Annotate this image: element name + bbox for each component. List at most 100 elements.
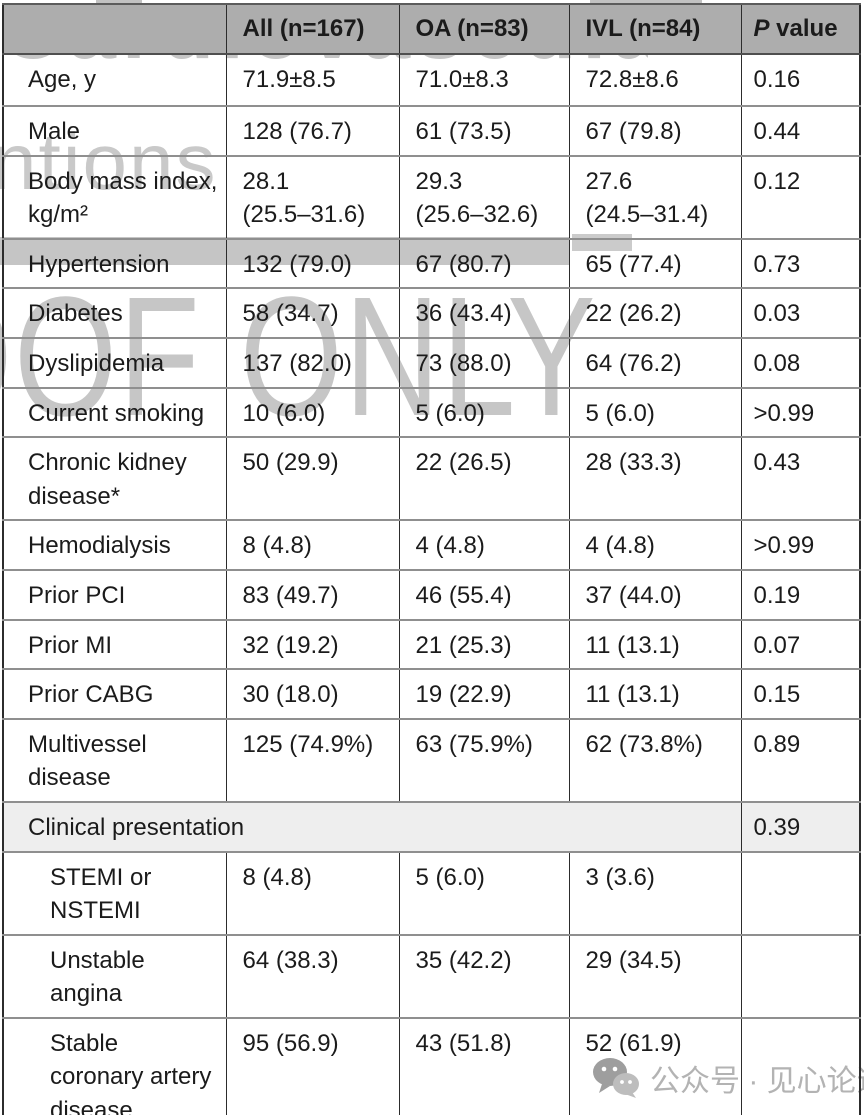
cell-all: 28.1 (25.5–31.6) (225, 154, 399, 239)
row-label: Dyslipidemia (2, 336, 226, 388)
cell-ivl: 72.8±8.6 (568, 53, 741, 106)
cell-ivl: 5 (6.0) (568, 386, 741, 438)
table-row: Stable coronary artery disease 95 (56.9) 4… (2, 1016, 860, 1115)
cell-oa: 35 (42.2) (398, 933, 569, 1018)
table-row: Hypertension 132 (79.0) 67 (80.7) 65 (77.4)… (2, 237, 860, 289)
row-label: Unstable angina (2, 933, 226, 1018)
row-label: Stable coronary artery disease (2, 1016, 226, 1115)
column-header-all: All (n=167) (225, 3, 399, 55)
column-header-oa: OA (n=83) (398, 3, 569, 55)
cell-oa: 46 (55.4) (398, 568, 569, 620)
cell-ivl: 37 (44.0) (568, 568, 741, 620)
row-label: Diabetes (2, 287, 226, 338)
header-row: All (n=167) OA (n=83) IVL (n=84) P value (2, 3, 860, 55)
cell-all: 132 (79.0) (225, 237, 399, 289)
table-row: Diabetes 58 (34.7) 36 (43.4) 22 (26.2) 0.03 (2, 287, 860, 338)
table-row: Multivessel disease 125 (74.9%) 63 (75.9%)… (2, 717, 860, 802)
cell-all: 128 (76.7) (225, 105, 399, 156)
row-label: Hemodialysis (2, 519, 226, 570)
baseline-characteristics-table: All (n=167) OA (n=83) IVL (n=84) P value… (2, 3, 861, 1115)
cell-pvalue: 0.07 (740, 618, 860, 670)
cell-pvalue: 0.89 (740, 717, 860, 802)
cell-oa: 71.0±8.3 (398, 53, 569, 106)
cell-pvalue: >0.99 (740, 386, 860, 438)
cell-oa: 21 (25.3) (398, 618, 569, 670)
cell-ivl: 64 (76.2) (568, 336, 741, 388)
cell-ivl: 3 (3.6) (568, 850, 741, 935)
watermark-fragment (96, 0, 142, 4)
row-label: Hypertension (2, 237, 226, 289)
row-label: Prior PCI (2, 568, 226, 620)
table-row: Male 128 (76.7) 61 (73.5) 67 (79.8) 0.44 (2, 105, 860, 156)
cell-oa: 29.3 (25.6–32.6) (398, 154, 569, 239)
cell-oa: 22 (26.5) (398, 436, 569, 521)
row-label: Male (2, 105, 226, 156)
row-label: Chronic kidney disease* (2, 436, 226, 521)
cell-ivl: 11 (13.1) (568, 618, 741, 670)
cell-pvalue: 0.15 (740, 668, 860, 719)
cell-oa: 5 (6.0) (398, 386, 569, 438)
cell-all: 125 (74.9%) (225, 717, 399, 802)
cell-pvalue: 0.43 (740, 436, 860, 521)
cell-ivl: 4 (4.8) (568, 519, 741, 570)
table-row: Prior PCI 83 (49.7) 46 (55.4) 37 (44.0) 0.19 (2, 568, 860, 620)
table-row: Age, y 71.9±8.5 71.0±8.3 72.8±8.6 0.16 (2, 53, 860, 106)
cell-all: 30 (18.0) (225, 668, 399, 719)
cell-ivl: 62 (73.8%) (568, 717, 741, 802)
pvalue-italic-p: P (753, 15, 770, 43)
cell-oa: 5 (6.0) (398, 850, 569, 935)
cell-pvalue (740, 1016, 860, 1115)
table-row: Unstable angina 64 (38.3) 35 (42.2) 29 (34.… (2, 933, 860, 1018)
row-label: STEMI or NSTEMI (2, 850, 226, 935)
cell-oa: 73 (88.0) (398, 336, 569, 388)
cell-all: 95 (56.9) (225, 1016, 399, 1115)
cell-all: 8 (4.8) (225, 850, 399, 935)
cell-ivl: 29 (34.5) (568, 933, 741, 1018)
cell-all: 71.9±8.5 (225, 53, 399, 106)
cell-pvalue (740, 933, 860, 1018)
table-row: Dyslipidemia 137 (82.0) 73 (88.0) 64 (76.2)… (2, 336, 860, 388)
column-header-pvalue: P value (740, 3, 860, 55)
cell-ivl: 11 (13.1) (568, 668, 741, 719)
cell-all: 10 (6.0) (225, 386, 399, 438)
table-row: STEMI or NSTEMI 8 (4.8) 5 (6.0) 3 (3.6) (2, 850, 860, 935)
cell-pvalue: 0.03 (740, 287, 860, 338)
table-row: Prior MI 32 (19.2) 21 (25.3) 11 (13.1) 0.07 (2, 618, 860, 670)
table-row: Body mass index, kg/m² 28.1 (25.5–31.6) 29… (2, 154, 860, 239)
cell-all: 58 (34.7) (225, 287, 399, 338)
cell-pvalue (740, 850, 860, 935)
cell-pvalue: 0.44 (740, 105, 860, 156)
cell-all: 137 (82.0) (225, 336, 399, 388)
cell-oa: 4 (4.8) (398, 519, 569, 570)
cell-pvalue: 0.73 (740, 237, 860, 289)
column-header-ivl: IVL (n=84) (568, 3, 741, 55)
cell-pvalue: 0.08 (740, 336, 860, 388)
cell-all: 83 (49.7) (225, 568, 399, 620)
cell-ivl: 27.6 (24.5–31.4) (568, 154, 741, 239)
row-label: Prior CABG (2, 668, 226, 719)
row-label: Prior MI (2, 618, 226, 670)
cell-oa: 36 (43.4) (398, 287, 569, 338)
cell-oa: 63 (75.9%) (398, 717, 569, 802)
cell-all: 8 (4.8) (225, 519, 399, 570)
column-header-empty (2, 3, 226, 55)
cell-ivl: 52 (61.9) (568, 1016, 741, 1115)
watermark-fragment (590, 0, 702, 5)
cell-all: 64 (38.3) (225, 933, 399, 1018)
cell-ivl: 22 (26.2) (568, 287, 741, 338)
cell-pvalue: 0.19 (740, 568, 860, 620)
row-label: Body mass index, kg/m² (2, 154, 226, 239)
row-label: Current smoking (2, 386, 226, 438)
cell-ivl: 65 (77.4) (568, 237, 741, 289)
table-row: Prior CABG 30 (18.0) 19 (22.9) 11 (13.1) 0.1… (2, 668, 860, 719)
row-label: Clinical presentation (2, 800, 741, 852)
cell-ivl: 67 (79.8) (568, 105, 741, 156)
cell-oa: 43 (51.8) (398, 1016, 569, 1115)
cell-pvalue: 0.12 (740, 154, 860, 239)
cell-oa: 61 (73.5) (398, 105, 569, 156)
row-label: Multivessel disease (2, 717, 226, 802)
cell-pvalue: 0.39 (740, 800, 860, 852)
cell-all: 32 (19.2) (225, 618, 399, 670)
cell-oa: 67 (80.7) (398, 237, 569, 289)
